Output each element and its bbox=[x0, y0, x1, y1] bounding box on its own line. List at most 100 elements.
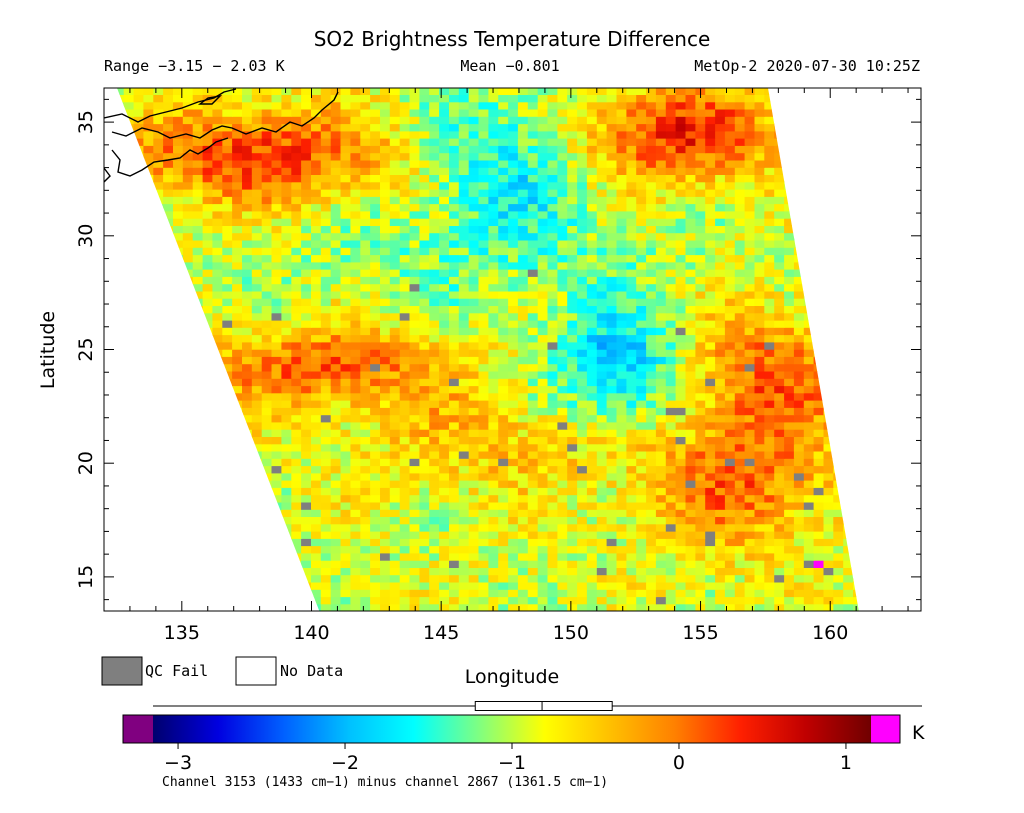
heatmap-cell bbox=[281, 298, 292, 306]
heatmap-cell bbox=[340, 189, 351, 197]
heatmap-cell bbox=[586, 370, 598, 379]
heatmap-cell bbox=[488, 450, 499, 459]
heatmap-cell bbox=[340, 218, 351, 226]
heatmap-cell bbox=[695, 480, 706, 488]
heatmap-cell bbox=[301, 305, 312, 314]
heatmap-cell bbox=[744, 189, 756, 197]
heatmap-cell bbox=[586, 560, 598, 568]
heatmap-cell bbox=[685, 523, 696, 532]
heatmap-cell bbox=[508, 334, 519, 343]
heatmap-cell bbox=[557, 421, 568, 430]
heatmap-cell bbox=[685, 458, 696, 467]
heatmap-cell bbox=[734, 341, 746, 350]
heatmap-cell bbox=[192, 334, 204, 343]
heatmap-cell bbox=[577, 414, 588, 423]
heatmap-cell bbox=[360, 436, 371, 445]
heatmap-cell bbox=[242, 392, 253, 401]
heatmap-cell bbox=[902, 218, 913, 226]
heatmap-cell bbox=[478, 261, 489, 270]
heatmap-cell bbox=[567, 334, 578, 343]
heatmap-cell bbox=[212, 465, 223, 474]
heatmap-cell bbox=[192, 189, 204, 197]
heatmap-cell bbox=[527, 319, 539, 328]
heatmap-cell bbox=[232, 363, 243, 372]
heatmap-cell bbox=[301, 567, 312, 576]
heatmap-cell bbox=[784, 363, 795, 372]
heatmap-cell bbox=[360, 567, 371, 576]
heatmap-cell bbox=[567, 494, 578, 503]
heatmap-cell bbox=[715, 494, 726, 503]
heatmap-cell bbox=[902, 189, 913, 197]
heatmap-cell bbox=[715, 203, 726, 212]
heatmap-cell bbox=[202, 501, 214, 510]
heatmap-cell bbox=[744, 203, 756, 212]
heatmap-cell bbox=[596, 450, 608, 459]
heatmap-cell bbox=[636, 574, 647, 583]
heatmap-cell bbox=[596, 516, 608, 525]
heatmap-cell bbox=[271, 181, 282, 190]
heatmap-cell bbox=[261, 523, 273, 532]
heatmap-cell bbox=[724, 603, 736, 611]
heatmap-cell bbox=[873, 509, 884, 517]
heatmap-cell bbox=[636, 494, 647, 503]
heatmap-cell bbox=[449, 429, 460, 437]
heatmap-cell bbox=[123, 261, 135, 270]
heatmap-cell bbox=[675, 305, 687, 314]
heatmap-cell bbox=[685, 443, 696, 452]
heatmap-cell bbox=[655, 319, 667, 328]
heatmap-cell bbox=[261, 581, 273, 590]
heatmap-cell bbox=[685, 494, 696, 503]
heatmap-cell bbox=[803, 472, 815, 481]
heatmap-cell bbox=[311, 400, 322, 408]
heatmap-cell bbox=[271, 254, 282, 263]
heatmap-cell bbox=[715, 531, 726, 539]
heatmap-cell bbox=[370, 552, 381, 561]
heatmap-cell bbox=[902, 596, 913, 604]
heatmap-cell bbox=[902, 356, 913, 364]
heatmap-cell bbox=[843, 225, 854, 234]
heatmap-cell bbox=[212, 501, 223, 510]
heatmap-cell bbox=[251, 400, 263, 408]
heatmap-cell bbox=[320, 363, 332, 372]
heatmap-cell bbox=[271, 283, 282, 292]
heatmap-cell bbox=[399, 327, 411, 336]
heatmap-cell bbox=[734, 414, 746, 423]
heatmap-cell bbox=[833, 560, 844, 568]
heatmap-cell bbox=[117, 480, 125, 488]
heatmap-cell bbox=[409, 319, 420, 328]
heatmap-cell bbox=[883, 473, 894, 481]
heatmap-cell bbox=[774, 458, 785, 467]
heatmap-cell bbox=[340, 494, 351, 503]
heatmap-cell bbox=[853, 603, 859, 611]
heatmap-cell bbox=[488, 487, 499, 496]
heatmap-cell bbox=[163, 363, 174, 372]
heatmap-cell bbox=[508, 450, 519, 459]
heatmap-cell bbox=[606, 283, 618, 292]
heatmap-cell bbox=[823, 443, 834, 452]
heatmap-cell bbox=[173, 312, 184, 321]
heatmap-cell bbox=[133, 407, 145, 416]
heatmap-cell bbox=[764, 254, 775, 263]
heatmap-cell bbox=[468, 480, 480, 488]
heatmap-cell bbox=[774, 356, 785, 365]
heatmap-cell bbox=[606, 421, 618, 430]
heatmap-cell bbox=[320, 501, 332, 510]
heatmap-cell bbox=[557, 407, 568, 416]
heatmap-cell bbox=[439, 341, 450, 350]
heatmap-cell bbox=[133, 174, 145, 183]
heatmap-cell bbox=[508, 480, 519, 488]
heatmap-cell bbox=[843, 283, 854, 292]
heatmap-cell bbox=[823, 472, 834, 481]
heatmap-cell bbox=[823, 363, 834, 372]
heatmap-cell bbox=[271, 225, 282, 234]
heatmap-cell bbox=[222, 356, 233, 365]
heatmap-cell bbox=[163, 356, 174, 365]
heatmap-cell bbox=[646, 356, 657, 365]
heatmap-cell bbox=[143, 450, 154, 459]
heatmap-cell bbox=[616, 276, 627, 285]
heatmap-cell bbox=[744, 341, 756, 350]
heatmap-cell bbox=[320, 232, 332, 241]
heatmap-cell bbox=[222, 283, 233, 292]
heatmap-cell bbox=[458, 436, 470, 445]
heatmap-cell bbox=[222, 581, 233, 590]
